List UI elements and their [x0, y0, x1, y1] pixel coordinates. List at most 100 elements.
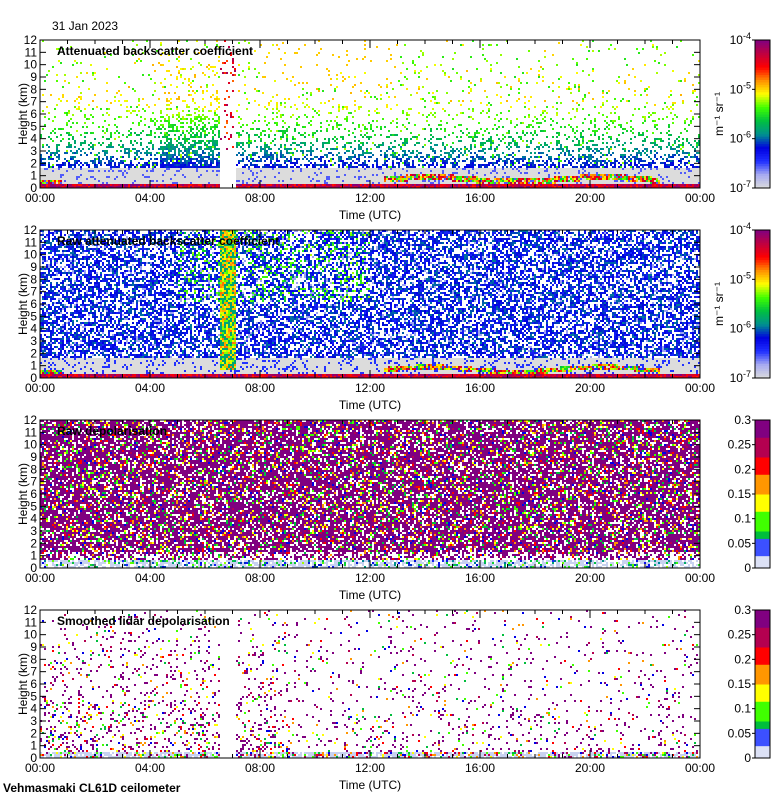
x-tick-label: 12:00 [355, 761, 385, 775]
colorbar-segment [755, 649, 770, 653]
colorbar-segment [755, 271, 770, 275]
y-tick-label: 8 [30, 272, 37, 286]
colorbar-segment [755, 304, 770, 307]
colorbar-segment [755, 180, 770, 184]
colorbar-segment [755, 44, 770, 48]
colorbar-segment [755, 713, 770, 717]
colorbar-segment [755, 42, 770, 46]
colorbar-segment [755, 89, 770, 93]
colorbar-segment [755, 101, 770, 105]
y-tick-label: 3 [30, 524, 37, 538]
colorbar-segment [755, 173, 770, 177]
colorbar-segment [755, 721, 770, 724]
colorbar-segment [755, 121, 770, 125]
colorbar-segment [755, 242, 770, 246]
x-tick-label: 08:00 [245, 381, 275, 395]
colorbar-segment [755, 106, 770, 110]
colorbar-tick-label: 10-6 [730, 320, 751, 336]
colorbar-segment [755, 740, 770, 744]
y-tick-label: 1 [30, 739, 37, 753]
x-axis-label: Time (UTC) [339, 778, 401, 792]
colorbar-segment [755, 237, 770, 241]
colorbar-segment [755, 264, 770, 268]
colorbar-unit-label: m⁻¹ sr⁻¹ [712, 92, 726, 136]
colorbar-segment [755, 738, 770, 742]
panel-title: Raw depolarisation [57, 424, 167, 438]
colorbar-segment [755, 40, 770, 43]
x-tick-label: 08:00 [245, 761, 275, 775]
colorbar-segment [755, 676, 770, 680]
colorbar-segment [755, 165, 770, 169]
colorbar-segment [755, 743, 770, 747]
colorbar-segment [755, 114, 770, 117]
colorbar-segment [755, 163, 770, 167]
colorbar-segment [755, 753, 770, 757]
colorbar-segment [755, 296, 770, 300]
colorbar-segment [755, 118, 770, 122]
colorbar-segment [755, 745, 770, 749]
colorbar-segment [755, 565, 770, 569]
colorbar-segment [755, 548, 770, 552]
colorbar-segment [755, 479, 770, 483]
colorbar-segment [755, 338, 770, 342]
y-tick-label: 10 [24, 628, 38, 642]
colorbar-segment [755, 508, 770, 512]
colorbar-segment [755, 437, 770, 441]
x-tick-label: 08:00 [245, 571, 275, 585]
colorbar-segment [755, 711, 770, 715]
colorbar-segment [755, 138, 770, 142]
colorbar-segment [755, 360, 770, 364]
colorbar-segment [755, 232, 770, 236]
colorbar [754, 39, 771, 189]
colorbar-segment [755, 323, 770, 327]
colorbar-segment [755, 617, 770, 621]
colorbar-segment [755, 294, 770, 298]
colorbar-segment [755, 447, 770, 451]
colorbar-segment [755, 170, 770, 174]
colorbar-segment [755, 461, 770, 465]
colorbar-segment [755, 553, 770, 557]
colorbar-segment [755, 259, 770, 263]
colorbar-segment [755, 284, 770, 288]
colorbar-segment [755, 168, 770, 172]
colorbar-segment [755, 234, 770, 238]
y-tick-label: 7 [30, 285, 37, 299]
colorbar-segment [755, 511, 770, 515]
y-tick-label: 11 [25, 425, 38, 439]
y-tick-label: 4 [30, 132, 37, 146]
colorbar-segment [755, 57, 770, 61]
colorbar-tick-label: 0.1 [734, 702, 751, 716]
x-tick-label: 16:00 [465, 761, 495, 775]
colorbar-segment [755, 289, 770, 293]
colorbar-segment [755, 299, 770, 303]
colorbar-segment [755, 696, 770, 700]
colorbar-segment [755, 131, 770, 135]
colorbar-tick-label: 0.3 [734, 413, 751, 427]
colorbar-segment [755, 94, 770, 98]
colorbar-segment [755, 647, 770, 650]
y-tick-label: 7 [30, 475, 37, 489]
colorbar-segment [755, 331, 770, 335]
colorbar-segment [755, 133, 770, 137]
x-tick-label: 16:00 [465, 191, 495, 205]
y-tick-label: 8 [30, 82, 37, 96]
colorbar-frame [754, 39, 771, 189]
colorbar-segment [755, 230, 770, 233]
colorbar-segment [755, 703, 770, 707]
y-tick-label: 8 [30, 462, 37, 476]
colorbar-segment [755, 484, 770, 488]
colorbar-segment [755, 469, 770, 473]
colorbar-segment [755, 442, 770, 446]
colorbar-segment [755, 143, 770, 147]
y-tick-label: 6 [30, 677, 37, 691]
y-tick-label: 4 [30, 512, 37, 526]
colorbar-segment [755, 62, 770, 66]
heatmap-smooth [40, 610, 700, 758]
panel-title: Attenuated backscatter coefficient [57, 44, 253, 58]
y-tick-label: 5 [30, 689, 37, 703]
plot-frame [39, 39, 701, 189]
colorbar-tick-label: 0.05 [728, 726, 752, 740]
colorbar-segment [755, 373, 770, 377]
colorbar-segment [755, 543, 770, 547]
colorbar-segment [755, 523, 770, 527]
